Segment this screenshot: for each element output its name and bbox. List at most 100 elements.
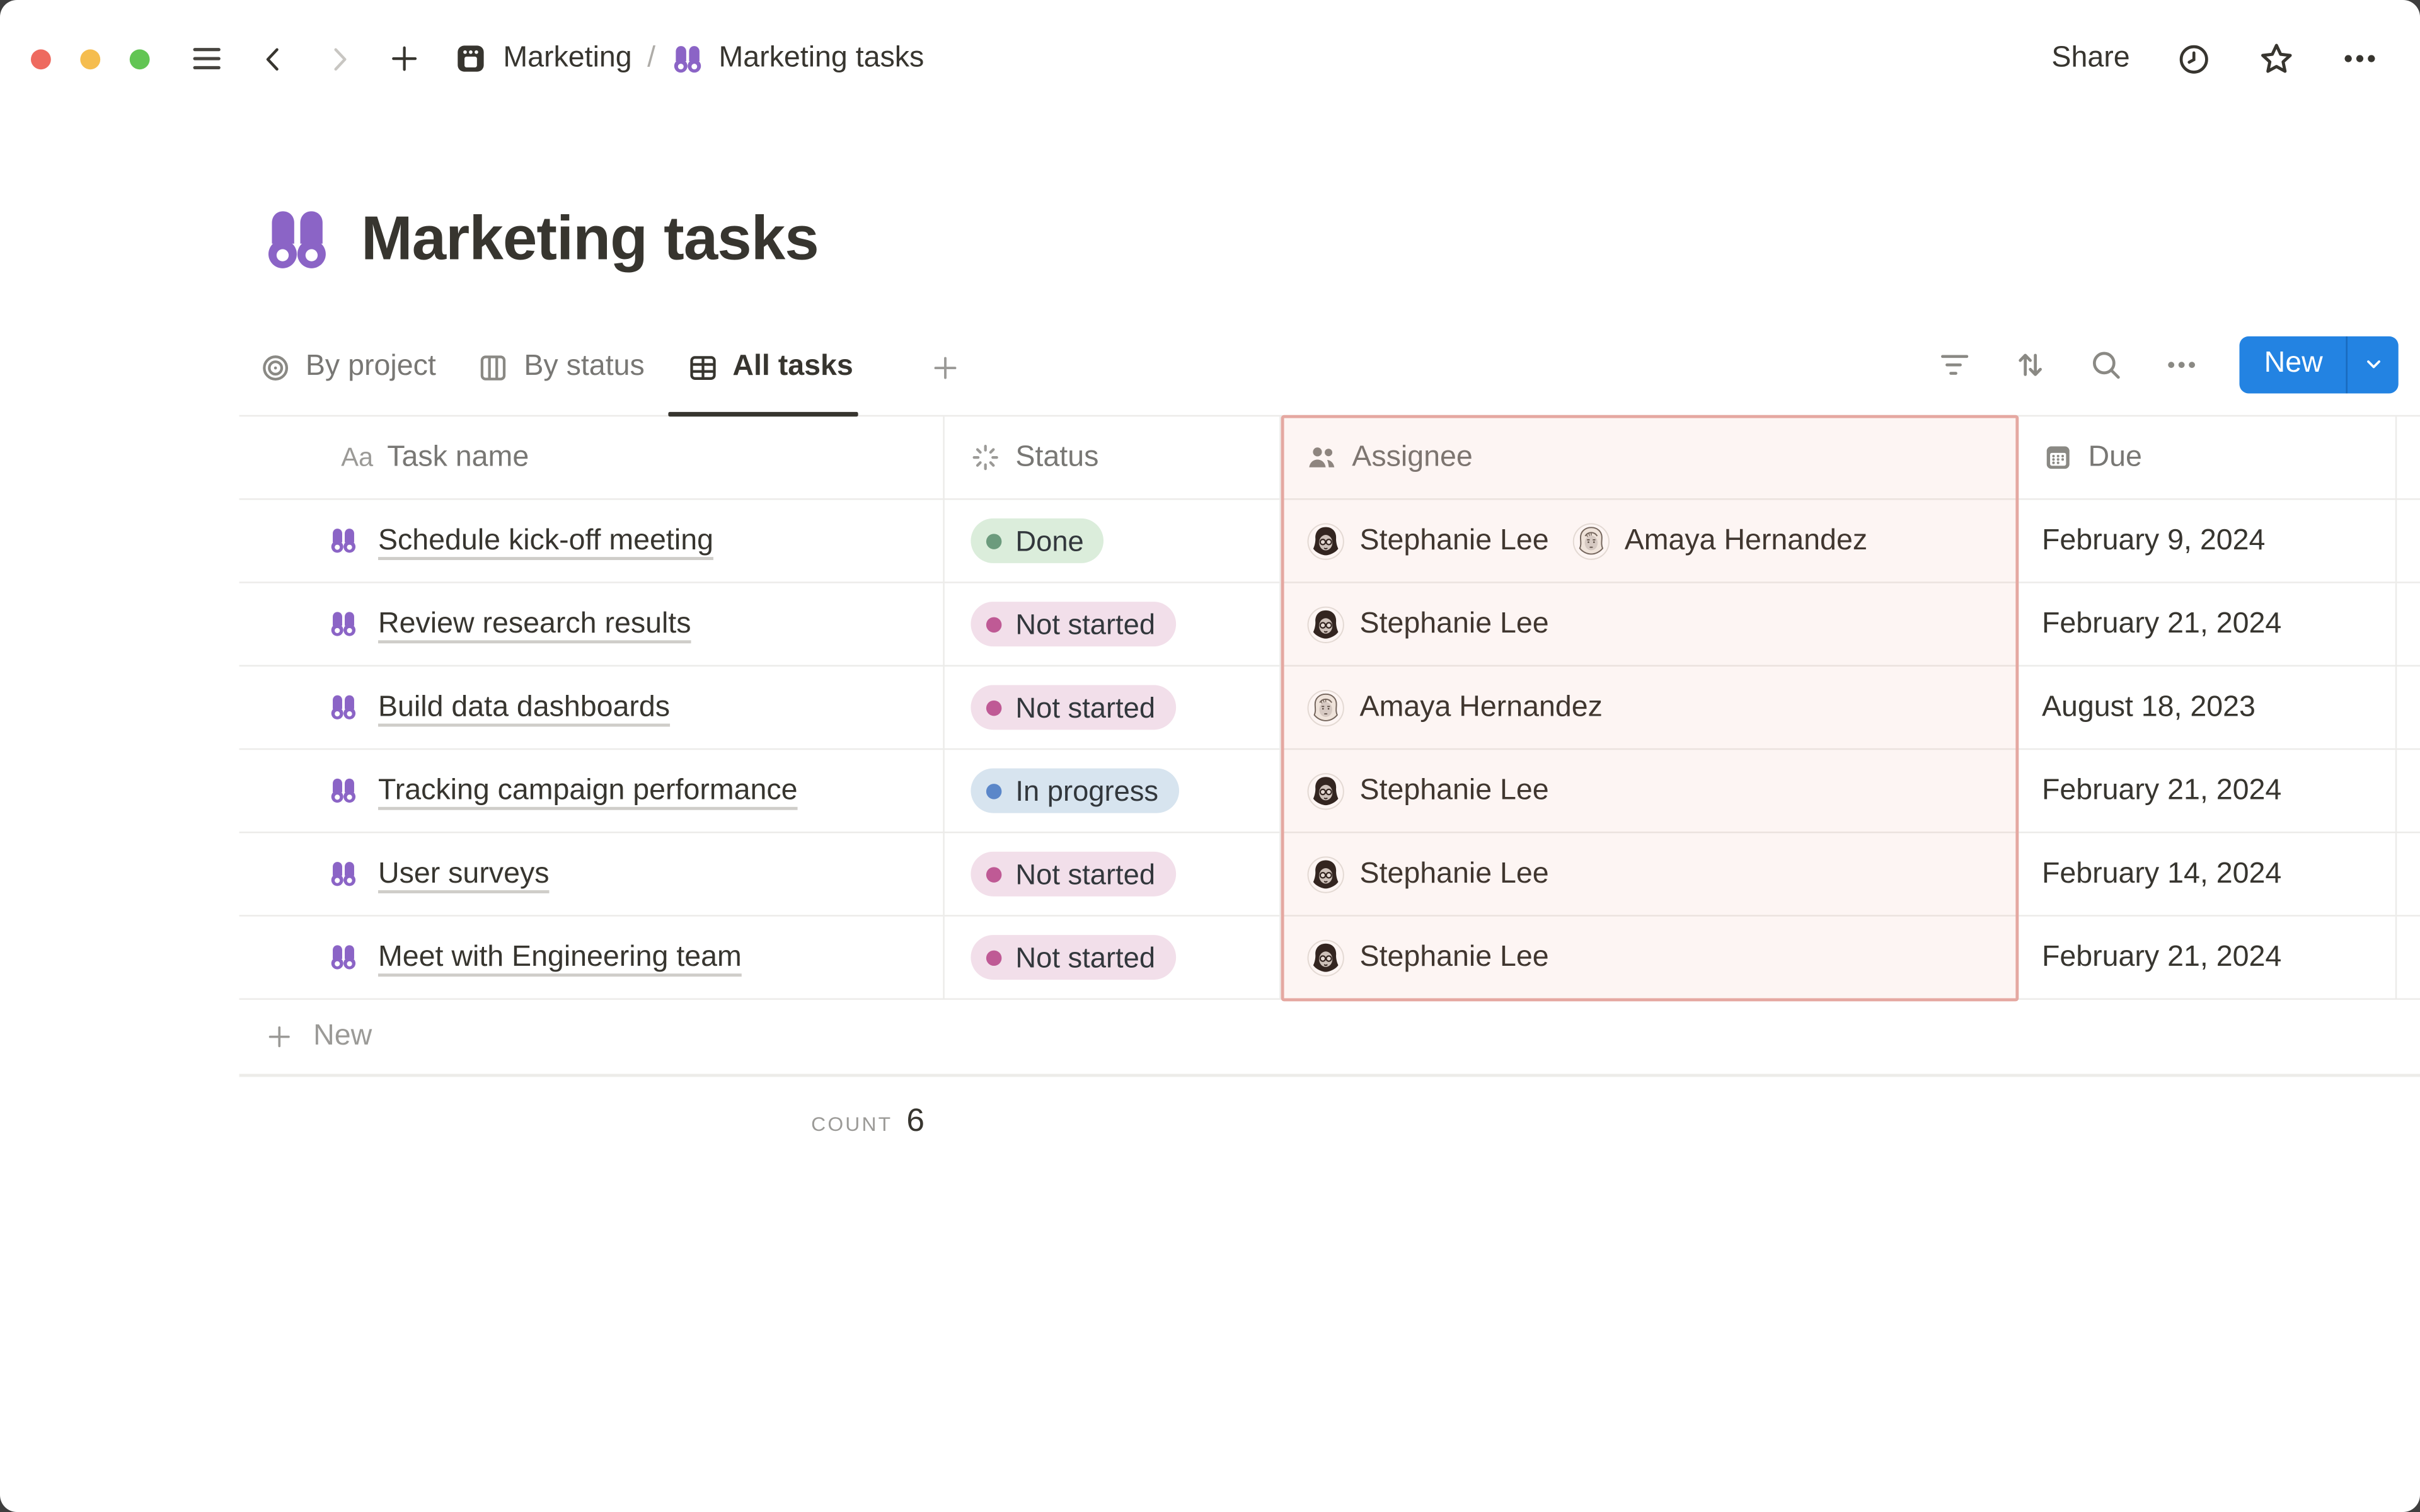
table-row[interactable]: Tracking campaign performance In progress… xyxy=(239,750,2420,833)
add-row-button[interactable]: New xyxy=(239,1000,2420,1077)
task-name-link[interactable]: Tracking campaign performance xyxy=(378,774,798,806)
status-pill[interactable]: Not started xyxy=(971,602,1175,647)
assignee-chip[interactable]: Stephanie Lee xyxy=(1307,856,1549,893)
view-options-icon[interactable] xyxy=(2164,346,2199,382)
table-footer: COUNT 6 xyxy=(239,1077,945,1140)
status-pill[interactable]: Done xyxy=(971,518,1104,563)
favorite-star-icon[interactable] xyxy=(2258,40,2295,77)
share-button[interactable]: Share xyxy=(2051,42,2130,74)
filter-icon[interactable] xyxy=(1937,346,1972,382)
task-name-cell[interactable]: Build data dashboards xyxy=(239,666,945,748)
status-cell[interactable]: Not started xyxy=(945,833,1281,915)
due-date-cell[interactable]: February 21, 2024 xyxy=(2019,916,2397,999)
table-header-row: Aa Task name Status Assignee xyxy=(239,416,2420,500)
sidebar-menu-icon[interactable] xyxy=(190,42,224,76)
assignee-chip[interactable]: Stephanie Lee xyxy=(1307,939,1549,976)
avatar xyxy=(1307,856,1344,893)
column-header-task-name[interactable]: Aa Task name xyxy=(239,416,945,499)
status-label: Not started xyxy=(1015,857,1156,890)
breadcrumb-label: Marketing xyxy=(503,42,632,74)
table-row[interactable]: Schedule kick-off meeting Done Stephanie L… xyxy=(239,500,2420,583)
status-pill[interactable]: Not started xyxy=(971,685,1175,730)
forward-icon[interactable] xyxy=(324,44,354,74)
status-cell[interactable]: Not started xyxy=(945,666,1281,748)
due-date: February 21, 2024 xyxy=(2042,607,2282,640)
extra-cell xyxy=(2397,917,2420,999)
assignee-cell[interactable]: Stephanie Lee xyxy=(1281,583,2019,665)
status-cell[interactable]: In progress xyxy=(945,750,1281,832)
due-date-cell[interactable]: February 9, 2024 xyxy=(2019,500,2397,582)
page-icon-binoculars[interactable] xyxy=(262,204,331,273)
task-name-link[interactable]: User surveys xyxy=(378,857,550,890)
table-row[interactable]: Review research results Not started Stepha… xyxy=(239,583,2420,667)
assignee-chip[interactable]: Amaya Hernandez xyxy=(1307,689,1603,726)
add-view-icon[interactable] xyxy=(930,353,960,382)
assignee-cell[interactable]: Stephanie Lee xyxy=(1281,833,2019,915)
new-task-button[interactable]: New xyxy=(2239,335,2399,393)
assignee-cell[interactable]: Amaya Hernandez xyxy=(1281,666,2019,748)
page-title[interactable]: Marketing tasks xyxy=(361,204,819,273)
table-row[interactable]: Meet with Engineering team Not started Ste… xyxy=(239,916,2420,1000)
column-header-extra[interactable] xyxy=(2397,416,2420,498)
status-cell[interactable]: Not started xyxy=(945,916,1281,999)
assignee-cell[interactable]: Stephanie Lee xyxy=(1281,750,2019,832)
views-toolbar: By project By status All tasks xyxy=(239,319,2420,417)
close-window-button[interactable] xyxy=(30,49,51,69)
assignee-chip[interactable]: Amaya Hernandez xyxy=(1572,522,1867,559)
task-name-link[interactable]: Build data dashboards xyxy=(378,690,671,723)
status-pill[interactable]: Not started xyxy=(971,851,1175,896)
task-name-cell[interactable]: Meet with Engineering team xyxy=(239,916,945,999)
minimize-window-button[interactable] xyxy=(80,49,101,69)
assignee-chip[interactable]: Stephanie Lee xyxy=(1307,605,1549,643)
task-name-link[interactable]: Review research results xyxy=(378,607,691,640)
history-clock-icon[interactable] xyxy=(2176,41,2211,76)
assignee-name: Stephanie Lee xyxy=(1359,857,1549,890)
status-label: Done xyxy=(1015,524,1084,556)
back-icon[interactable] xyxy=(259,44,289,74)
tab-by-status[interactable]: By status xyxy=(478,319,645,415)
breadcrumb-item-marketing[interactable]: Marketing xyxy=(454,42,632,76)
chevron-down-icon[interactable] xyxy=(2348,336,2399,393)
due-date: August 18, 2023 xyxy=(2042,690,2256,723)
due-date-cell[interactable]: August 18, 2023 xyxy=(2019,666,2397,748)
due-date-cell[interactable]: February 21, 2024 xyxy=(2019,750,2397,832)
assignee-chip[interactable]: Stephanie Lee xyxy=(1307,772,1549,810)
task-name-cell[interactable]: User surveys xyxy=(239,833,945,915)
new-page-icon[interactable] xyxy=(389,43,420,74)
task-name-cell[interactable]: Schedule kick-off meeting xyxy=(239,500,945,582)
task-name-cell[interactable]: Review research results xyxy=(239,583,945,665)
table-row[interactable]: User surveys Not started Stephanie Lee Febr… xyxy=(239,833,2420,917)
extra-cell xyxy=(2397,583,2420,665)
task-name-cell[interactable]: Tracking campaign performance xyxy=(239,750,945,832)
avatar xyxy=(1572,522,1609,559)
due-date-cell[interactable]: February 21, 2024 xyxy=(2019,583,2397,665)
breadcrumb-item-marketing-tasks[interactable]: Marketing tasks xyxy=(671,42,925,76)
tab-all-tasks[interactable]: All tasks xyxy=(667,319,858,417)
column-header-due[interactable]: Due xyxy=(2019,416,2397,499)
status-pill[interactable]: In progress xyxy=(971,768,1178,813)
due-date-cell[interactable]: February 14, 2024 xyxy=(2019,833,2397,915)
breadcrumb-label: Marketing tasks xyxy=(718,42,925,74)
column-header-status[interactable]: Status xyxy=(945,416,1281,499)
breadcrumb-separator: / xyxy=(647,42,656,74)
status-cell[interactable]: Done xyxy=(945,500,1281,582)
binoculars-icon xyxy=(329,859,359,889)
assignee-chip[interactable]: Stephanie Lee xyxy=(1307,522,1549,559)
status-pill[interactable]: Not started xyxy=(971,935,1175,980)
task-name-link[interactable]: Meet with Engineering team xyxy=(378,940,742,973)
breadcrumb: Marketing / Marketing tasks xyxy=(454,42,924,76)
status-cell[interactable]: Not started xyxy=(945,583,1281,665)
zoom-window-button[interactable] xyxy=(129,49,150,69)
search-icon[interactable] xyxy=(2088,346,2123,382)
extra-cell xyxy=(2397,500,2420,581)
more-options-icon[interactable] xyxy=(2341,40,2378,77)
task-name-link[interactable]: Schedule kick-off meeting xyxy=(378,524,713,556)
assignee-cell[interactable]: Stephanie Lee xyxy=(1281,916,2019,999)
assignee-cell[interactable]: Stephanie Lee Amaya Hernandez xyxy=(1281,500,2019,582)
table-row[interactable]: Build data dashboards Not started Amaya He… xyxy=(239,666,2420,750)
column-header-assignee[interactable]: Assignee xyxy=(1281,416,2019,499)
sort-icon[interactable] xyxy=(2012,346,2048,382)
count-label[interactable]: COUNT xyxy=(811,1112,893,1136)
binoculars-icon xyxy=(329,693,359,723)
tab-by-project[interactable]: By project xyxy=(259,319,436,415)
